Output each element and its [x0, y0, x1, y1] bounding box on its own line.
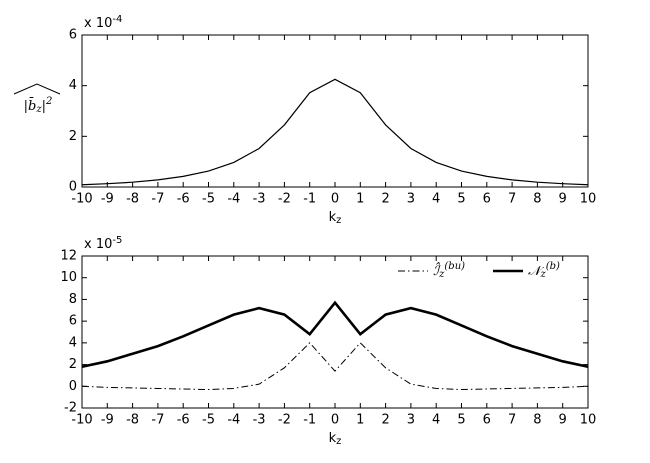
legend-label-part: ℐ̂ [433, 261, 441, 278]
y-multiplier-part: -5 [112, 235, 122, 246]
x-tick-label: -8 [126, 192, 139, 207]
x-tick-label: 5 [457, 413, 465, 428]
x-tick-label: 3 [407, 192, 415, 207]
y-axis-label-part: z [35, 104, 42, 115]
x-tick-label: -7 [151, 413, 164, 428]
y-multiplier-part: x 10 [84, 16, 112, 31]
x-tick-label: 6 [483, 413, 491, 428]
y-tick-label: 6 [69, 28, 77, 43]
x-axis-label-part: k [329, 210, 337, 225]
y-multiplier: x 10-4 [84, 14, 122, 31]
x-axis-label-part: z [336, 436, 341, 447]
plot-frame [81, 255, 589, 409]
x-tick-label: 1 [356, 413, 364, 428]
x-tick-label: -3 [253, 192, 266, 207]
data-line [81, 78, 589, 186]
x-tick-label: -2 [278, 192, 291, 207]
x-tick-label: 7 [508, 192, 516, 207]
x-tick-label: 2 [381, 413, 389, 428]
x-tick-label: 9 [559, 413, 567, 428]
x-axis-label: kz [329, 431, 342, 448]
y-tick-label: 8 [69, 292, 77, 307]
legend-label-part: z [438, 269, 445, 280]
x-tick-label: 3 [407, 413, 415, 428]
x-tick-label: -1 [303, 192, 316, 207]
x-tick-label: -6 [177, 413, 190, 428]
x-tick-label: -6 [177, 192, 190, 207]
y-tick-label: 0 [69, 379, 77, 394]
x-tick-label: 8 [533, 413, 541, 428]
x-axis-label-part: k [329, 431, 337, 446]
x-tick-label: -10 [71, 413, 92, 428]
x-tick-label: -1 [303, 413, 316, 428]
x-tick-label: -10 [71, 192, 92, 207]
x-tick-label: -4 [227, 192, 240, 207]
legend-label-part: (b) [546, 261, 560, 272]
y-axis-label: |b̄z|2 [24, 96, 53, 115]
legend-label-part: z [539, 269, 546, 280]
x-tick-label: 5 [457, 192, 465, 207]
x-tick-label: 2 [381, 192, 389, 207]
x-tick-label: 4 [432, 413, 440, 428]
x-tick-label: -8 [126, 413, 139, 428]
x-tick-label: 1 [356, 192, 364, 207]
y-tick-label: 10 [60, 270, 77, 285]
x-tick-label: 6 [483, 192, 491, 207]
legend-label: 𝒩z(b) [528, 261, 560, 280]
y-axis-label-part: | [42, 99, 46, 114]
y-multiplier-part: -4 [112, 14, 122, 25]
x-tick-label: -4 [227, 413, 240, 428]
data-line [81, 300, 589, 369]
x-tick-label: 10 [580, 192, 597, 207]
x-tick-label: -5 [202, 413, 215, 428]
x-tick-label: -7 [151, 192, 164, 207]
x-tick-label: -2 [278, 413, 291, 428]
x-tick-label: -5 [202, 192, 215, 207]
y-tick-label: 2 [69, 357, 77, 372]
data-line [81, 342, 589, 391]
x-tick-label: 10 [580, 413, 597, 428]
legend-label-part: (bu) [444, 261, 465, 272]
y-tick-label: 4 [69, 335, 77, 350]
x-tick-label: 4 [432, 192, 440, 207]
x-tick-label: -3 [253, 413, 266, 428]
x-axis-label: kz [329, 210, 342, 227]
y-multiplier: x 10-5 [84, 235, 122, 252]
legend-label: ℐ̂z(bu) [433, 261, 465, 280]
y-tick-label: 0 [69, 180, 77, 195]
y-tick-label: 4 [69, 78, 77, 93]
x-tick-label: 7 [508, 413, 516, 428]
x-tick-label: 8 [533, 192, 541, 207]
x-axis-label-part: z [336, 215, 341, 226]
x-tick-label: 0 [331, 413, 339, 428]
x-tick-label: 0 [331, 192, 339, 207]
y-multiplier-part: x 10 [84, 237, 112, 252]
x-tick-label: -9 [101, 192, 114, 207]
y-axis-label-part: |b̄ [24, 97, 37, 114]
y-axis-label-part: 2 [45, 96, 52, 107]
plot-frame [81, 34, 589, 188]
y-tick-label: 2 [69, 129, 77, 144]
x-tick-label: -9 [101, 413, 114, 428]
y-tick-label: -2 [64, 401, 77, 416]
x-tick-label: 9 [559, 192, 567, 207]
y-tick-label: 6 [69, 314, 77, 329]
y-tick-label: 12 [60, 249, 77, 264]
hat [13, 83, 61, 95]
